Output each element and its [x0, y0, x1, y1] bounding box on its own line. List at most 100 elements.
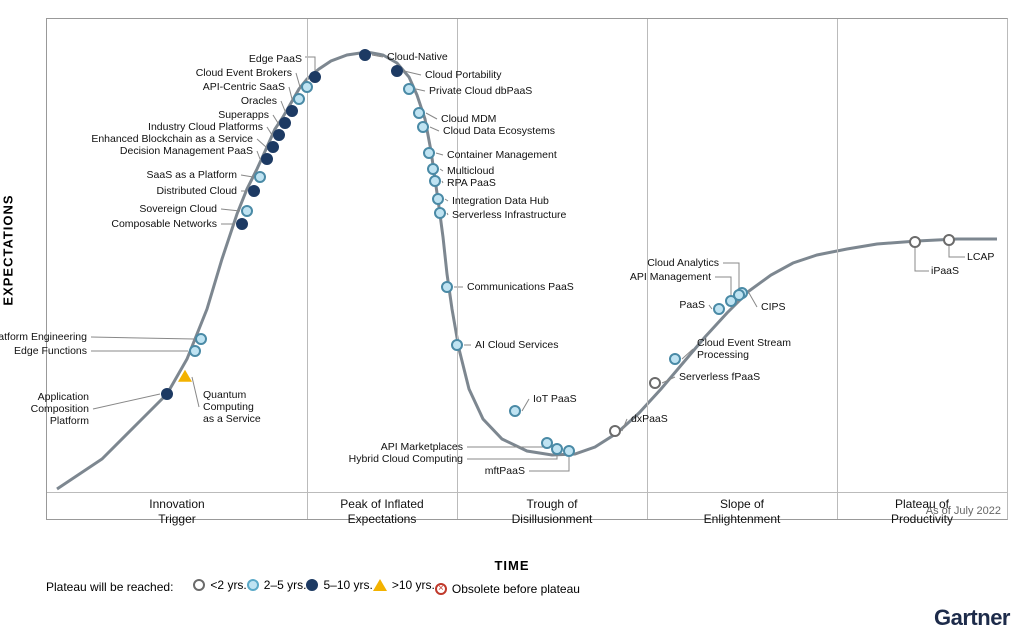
data-point — [909, 236, 921, 248]
legend-marker-icon — [306, 579, 318, 591]
point-label: Oracles — [241, 95, 277, 107]
point-label: Hybrid Cloud Computing — [349, 453, 463, 465]
legend-marker-icon — [193, 579, 205, 591]
data-point — [301, 81, 313, 93]
point-label: API Management — [630, 271, 711, 283]
data-point — [189, 345, 201, 357]
data-point — [403, 83, 415, 95]
phase-divider — [307, 19, 308, 519]
point-label: mftPaaS — [485, 465, 525, 477]
point-label: IoT PaaS — [533, 393, 577, 405]
legend-marker-icon — [373, 579, 387, 591]
data-point — [195, 333, 207, 345]
legend-marker-icon — [247, 579, 259, 591]
point-label: Container Management — [447, 149, 557, 161]
data-point — [359, 49, 371, 61]
data-point — [279, 117, 291, 129]
legend-title: Plateau will be reached: — [46, 580, 173, 594]
data-point — [178, 370, 192, 382]
point-label: Cloud Event StreamProcessing — [697, 337, 791, 361]
data-point — [241, 205, 253, 217]
point-label: RPA PaaS — [447, 177, 496, 189]
y-axis-label: EXPECTATIONS — [1, 194, 16, 305]
point-label: SaaS as a Platform — [147, 169, 237, 181]
data-point — [254, 171, 266, 183]
point-label: Cloud Analytics — [647, 257, 719, 269]
point-label: Platform Engineering — [0, 331, 87, 343]
as-of-text: As of July 2022 — [926, 505, 1001, 517]
x-axis-label: TIME — [0, 558, 1024, 573]
point-label: Enhanced Blockchain as a Service — [91, 133, 253, 145]
data-point — [429, 175, 441, 187]
data-point — [713, 303, 725, 315]
data-point — [669, 353, 681, 365]
data-point — [609, 425, 621, 437]
data-point — [261, 153, 273, 165]
point-label: Distributed Cloud — [156, 185, 237, 197]
phase-label: Peak of InflatedExpectations — [312, 497, 452, 527]
data-point — [413, 107, 425, 119]
phase-label: Slope ofEnlightenment — [672, 497, 812, 527]
point-label: AI Cloud Services — [475, 339, 558, 351]
data-point — [733, 289, 745, 301]
data-point — [248, 185, 260, 197]
data-point — [293, 93, 305, 105]
phase-divider — [837, 19, 838, 519]
data-point — [391, 65, 403, 77]
data-point — [161, 388, 173, 400]
point-label: Industry Cloud Platforms — [148, 121, 263, 133]
point-label: Edge Functions — [14, 345, 87, 357]
point-label: Private Cloud dbPaaS — [429, 85, 532, 97]
point-label: Communications PaaS — [467, 281, 574, 293]
point-label: QuantumComputingas a Service — [203, 389, 261, 425]
data-point — [441, 281, 453, 293]
data-point — [267, 141, 279, 153]
point-label: Edge PaaS — [249, 53, 302, 65]
point-label: Serverless Infrastructure — [452, 209, 566, 221]
legend-item: 5–10 yrs. — [306, 578, 372, 592]
legend: Plateau will be reached: <2 yrs. 2–5 yrs.… — [46, 578, 580, 596]
phase-label: InnovationTrigger — [107, 497, 247, 527]
point-label: API Marketplaces — [381, 441, 463, 453]
point-label: Cloud Data Ecosystems — [443, 125, 555, 137]
brand-logo: Gartner — [934, 605, 1010, 631]
phase-label: Trough ofDisillusionment — [482, 497, 622, 527]
point-label: Integration Data Hub — [452, 195, 549, 207]
legend-label: >10 yrs. — [392, 578, 435, 592]
point-label: Decision Management PaaS — [120, 145, 253, 157]
data-point — [423, 147, 435, 159]
legend-label: <2 yrs. — [210, 578, 246, 592]
point-label: Cloud Portability — [425, 69, 501, 81]
point-label: Cloud-Native — [387, 51, 448, 63]
legend-item: <2 yrs. — [193, 578, 246, 592]
point-label: LCAP — [967, 251, 994, 263]
legend-item: >10 yrs. — [373, 578, 435, 592]
point-label: API-Centric SaaS — [203, 81, 285, 93]
point-label: Serverless fPaaS — [679, 371, 760, 383]
legend-label: 2–5 yrs. — [264, 578, 307, 592]
phase-band-divider — [47, 492, 1007, 493]
point-label: dxPaaS — [631, 413, 668, 425]
legend-item: ×Obsolete before plateau — [435, 582, 580, 596]
point-label: Sovereign Cloud — [139, 203, 217, 215]
hype-cycle-chart: EXPECTATIONS ApplicationCompositionPlatf… — [0, 0, 1024, 637]
point-label: iPaaS — [931, 265, 959, 277]
legend-label: 5–10 yrs. — [323, 578, 372, 592]
data-point — [551, 443, 563, 455]
data-point — [309, 71, 321, 83]
data-point — [434, 207, 446, 219]
data-point — [427, 163, 439, 175]
point-label: Cloud MDM — [441, 113, 496, 125]
data-point — [649, 377, 661, 389]
point-label: PaaS — [679, 299, 705, 311]
data-point — [286, 105, 298, 117]
data-point — [943, 234, 955, 246]
plot-area: ApplicationCompositionPlatformQuantumCom… — [46, 18, 1008, 520]
data-point — [563, 445, 575, 457]
point-label: Superapps — [218, 109, 269, 121]
data-point — [417, 121, 429, 133]
point-label: Multicloud — [447, 165, 494, 177]
data-point — [509, 405, 521, 417]
legend-label: Obsolete before plateau — [452, 582, 580, 596]
legend-item: 2–5 yrs. — [247, 578, 307, 592]
